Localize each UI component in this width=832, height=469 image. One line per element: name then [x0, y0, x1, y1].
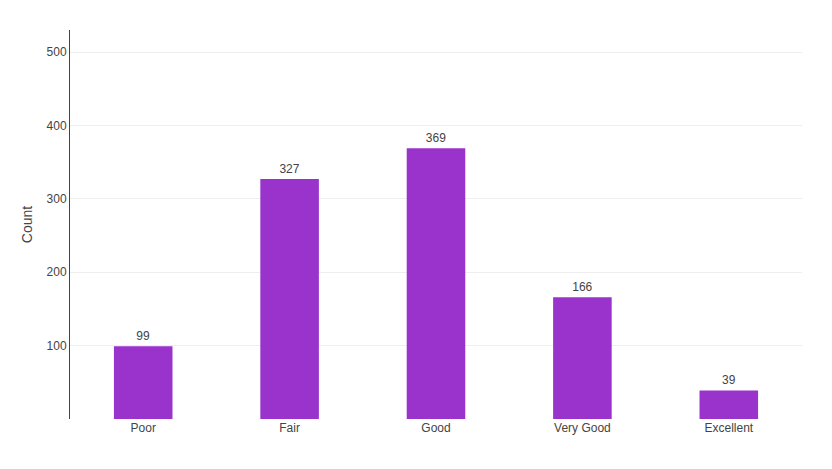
- svg-text:Poor: Poor: [131, 421, 156, 435]
- svg-text:369: 369: [426, 131, 446, 145]
- svg-text:166: 166: [572, 280, 592, 294]
- svg-text:Fair: Fair: [279, 421, 300, 435]
- svg-text:99: 99: [136, 329, 150, 343]
- svg-text:Count: Count: [19, 206, 35, 243]
- svg-text:400: 400: [47, 119, 67, 133]
- svg-text:100: 100: [47, 339, 67, 353]
- svg-text:300: 300: [47, 192, 67, 206]
- svg-text:39: 39: [722, 373, 736, 387]
- svg-text:Good: Good: [421, 421, 450, 435]
- svg-text:Very Good: Very Good: [554, 421, 611, 435]
- svg-text:200: 200: [47, 265, 67, 279]
- svg-text:500: 500: [47, 45, 67, 59]
- svg-text:Excellent: Excellent: [704, 421, 753, 435]
- svg-text:327: 327: [279, 162, 299, 176]
